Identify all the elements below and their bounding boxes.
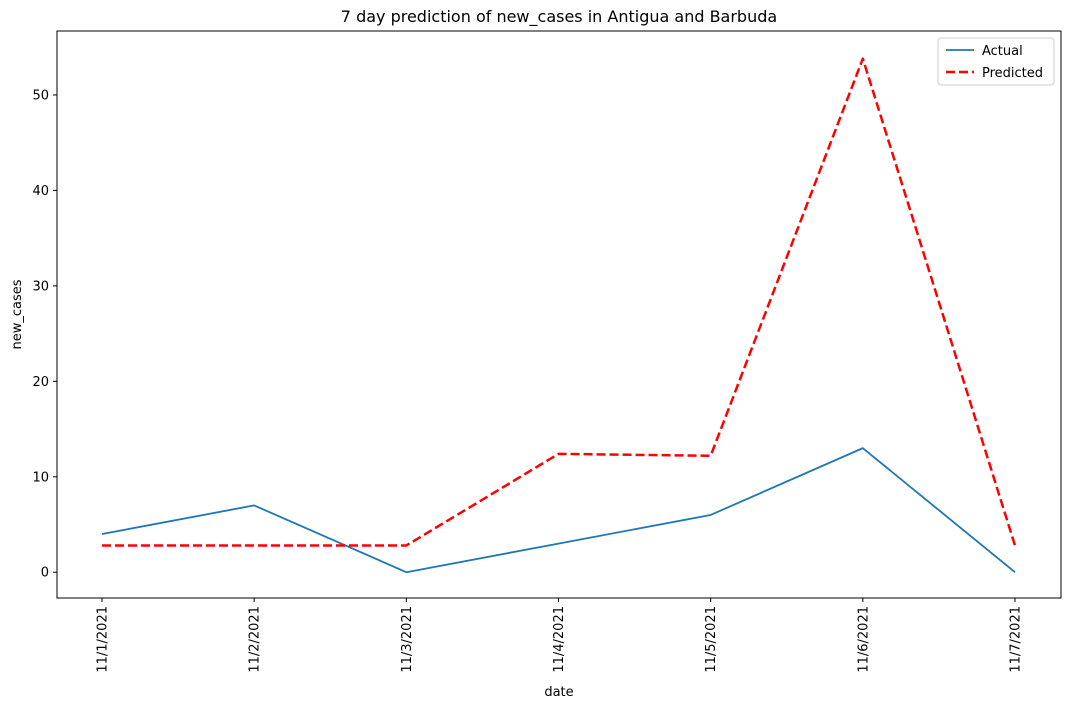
y-axis: 0 10 20 30 40 50 [32,88,57,581]
y-tick-label: 20 [32,375,49,390]
x-tick-label: 11/7/2021 [1009,606,1024,673]
x-tick-label: 11/5/2021 [704,606,719,673]
plot-area [56,30,1062,599]
series-group [101,57,1017,574]
series-line-actual [101,447,1016,574]
y-tick-label: 50 [32,88,49,103]
x-tick-label: 11/3/2021 [400,606,415,673]
x-tick-label: 11/6/2021 [856,606,871,673]
y-tick-label: 40 [32,184,49,199]
x-axis-title: date [544,685,573,700]
x-tick-label: 11/2/2021 [248,606,263,673]
y-tick-label: 30 [32,279,49,294]
y-axis-title: new_cases [10,279,25,349]
x-tick-label: 11/4/2021 [552,606,567,673]
x-tick-label: 11/1/2021 [96,606,111,673]
series-line-predicted [102,57,1017,547]
y-tick-label: 0 [41,566,49,581]
legend-label: Actual [982,44,1023,59]
x-axis: 11/1/2021 11/2/2021 11/3/2021 11/4/2021 11/5… [96,598,1024,673]
chart-title: 7 day prediction of new_cases in Antigua… [341,7,777,27]
legend: Actual Predicted [937,37,1055,86]
y-tick-label: 10 [32,470,49,485]
legend-label: Predicted [982,66,1043,81]
